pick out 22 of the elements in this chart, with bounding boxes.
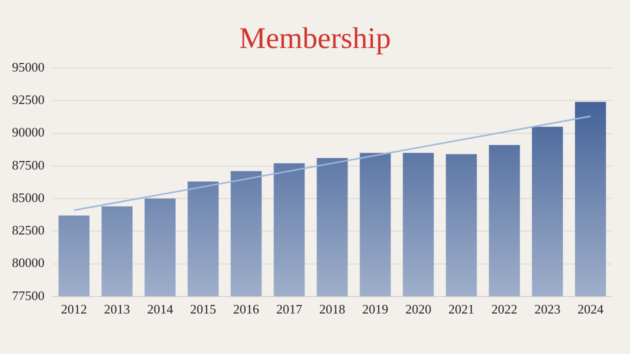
x-tick-label: 2019 xyxy=(362,302,388,317)
chart-title: Membership xyxy=(238,22,392,56)
y-tick-label: 95000 xyxy=(12,59,44,74)
y-tick-label: 80000 xyxy=(12,255,44,270)
y-tick-label: 92500 xyxy=(12,92,44,108)
x-tick-label: 2016 xyxy=(233,302,260,317)
x-tick-label: 2017 xyxy=(276,302,303,317)
x-tick-label: 2015 xyxy=(190,302,216,317)
x-tick-label: 2014 xyxy=(147,302,174,317)
x-tick-label: 2021 xyxy=(448,302,474,317)
y-tick-label: 82500 xyxy=(12,222,44,238)
x-tick-label: 2022 xyxy=(491,302,518,317)
x-tick-label: 2018 xyxy=(319,302,346,317)
x-tick-label: 2013 xyxy=(104,302,130,317)
y-tick-label: 85000 xyxy=(12,190,44,205)
y-tick-label: 77500 xyxy=(12,288,44,303)
y-tick-label: 90000 xyxy=(12,124,44,140)
x-tick-label: 2023 xyxy=(534,302,560,317)
x-tick-label: 2012 xyxy=(61,302,88,317)
x-tick-label: 2024 xyxy=(577,302,604,317)
x-tick-label: 2020 xyxy=(405,302,432,317)
y-tick-label: 87500 xyxy=(12,157,44,172)
